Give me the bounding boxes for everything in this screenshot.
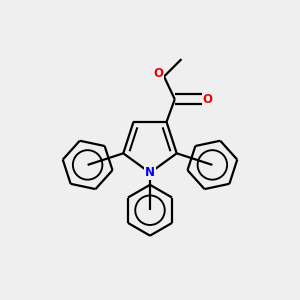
Text: O: O	[153, 67, 163, 80]
Text: N: N	[145, 166, 155, 179]
Text: O: O	[202, 93, 212, 106]
